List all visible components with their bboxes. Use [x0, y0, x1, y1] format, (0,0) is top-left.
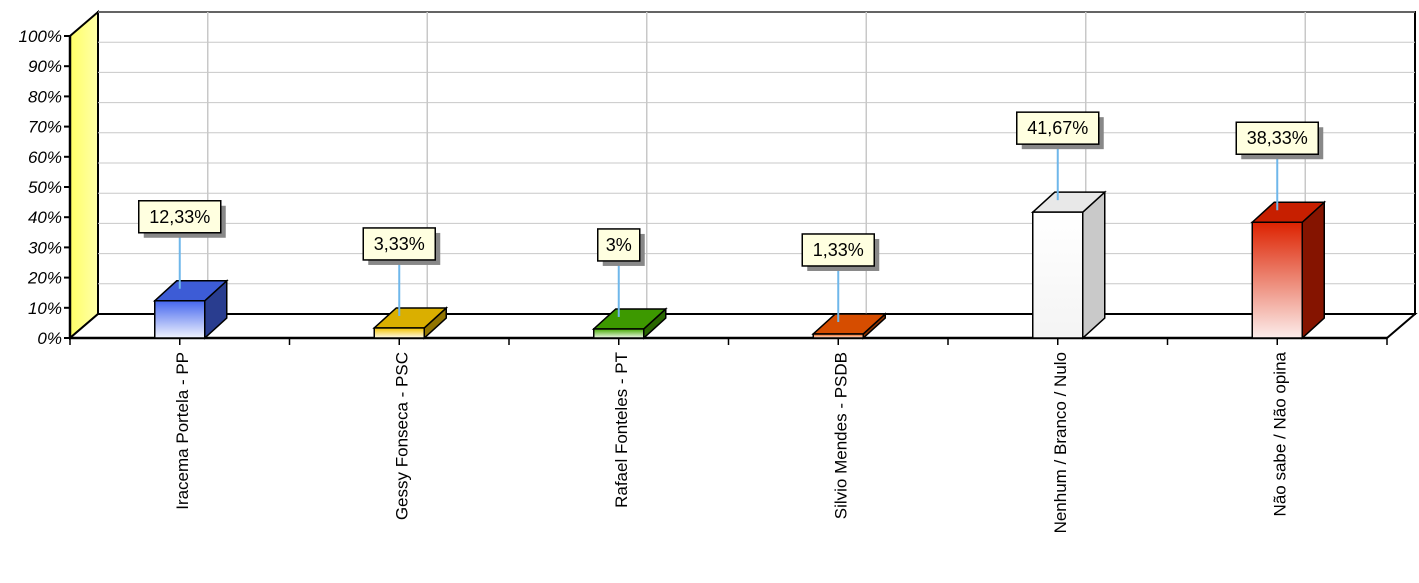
data-label-box	[362, 227, 436, 261]
bar-side	[1301, 200, 1325, 340]
y-tick-label: 80%	[28, 87, 62, 106]
bars	[152, 190, 1327, 340]
category-label: Rafael Fonteles - PT	[612, 352, 631, 508]
y-tick-label: 10%	[28, 299, 62, 318]
y-tick-label: 0%	[37, 329, 62, 348]
y-tick-label: 50%	[28, 178, 62, 197]
bar-front	[1251, 221, 1303, 339]
y-tick-label: 90%	[28, 57, 62, 76]
data-label-box	[1235, 121, 1319, 155]
side-wall	[69, 9, 99, 341]
bar-front	[1032, 211, 1084, 339]
data-label: 41,67%	[1016, 111, 1104, 201]
category-label: Gessy Fonseca - PSC	[392, 352, 411, 520]
data-label: 1,33%	[801, 233, 880, 322]
bar	[1250, 200, 1327, 340]
bar	[372, 306, 449, 340]
bar-front	[812, 333, 864, 339]
y-tick-label: 30%	[28, 238, 62, 257]
category-label: Iracema Portela - PP	[173, 352, 192, 510]
plot-background	[67, 9, 1418, 341]
category-label: Nenhum / Branco / Nulo	[1051, 352, 1070, 533]
data-label: 12,33%	[138, 200, 226, 289]
y-axis-ticks: 0% 10% 20% 30% 40% 50% 60% 70% 80% 90% 100%	[19, 27, 62, 348]
bar	[591, 307, 668, 340]
y-tick-label: 100%	[19, 27, 62, 46]
x-axis-categories: Iracema Portela - PP Gessy Fonseca - PSC R…	[173, 351, 1290, 533]
category-label: Silvio Mendes - PSDB	[831, 352, 850, 519]
bar	[1030, 190, 1107, 340]
data-label-box	[801, 233, 875, 267]
data-label-box	[1016, 111, 1100, 145]
data-label: 3%	[597, 228, 645, 317]
y-tick-label: 60%	[28, 148, 62, 167]
y-tick-label: 20%	[27, 269, 62, 288]
data-label-text: 1,33%	[813, 240, 864, 260]
y-tick-label: 40%	[28, 208, 62, 227]
y-tick-label: 70%	[28, 118, 62, 137]
bar	[811, 312, 888, 340]
axes	[64, 35, 1388, 345]
bar-front	[373, 327, 425, 339]
data-labels: 12,33% 3,33% 3% 1,33% 41,67% 38,33%	[138, 111, 1324, 322]
bar-side	[1082, 190, 1106, 340]
bar	[152, 279, 229, 340]
data-label-text: 3,33%	[374, 234, 425, 254]
data-label-text: 3%	[606, 235, 632, 255]
data-label-box	[138, 200, 222, 234]
data-label: 38,33%	[1235, 121, 1324, 211]
bar-front	[154, 300, 206, 339]
data-label-text: 41,67%	[1027, 118, 1088, 138]
data-label-text: 38,33%	[1247, 128, 1308, 148]
data-label: 3,33%	[362, 227, 441, 316]
data-label-box	[597, 228, 641, 262]
bar-front	[593, 328, 645, 339]
category-label: Não sabe / Não opina	[1270, 351, 1289, 516]
floor	[67, 313, 1418, 339]
data-label-text: 12,33%	[149, 207, 210, 227]
